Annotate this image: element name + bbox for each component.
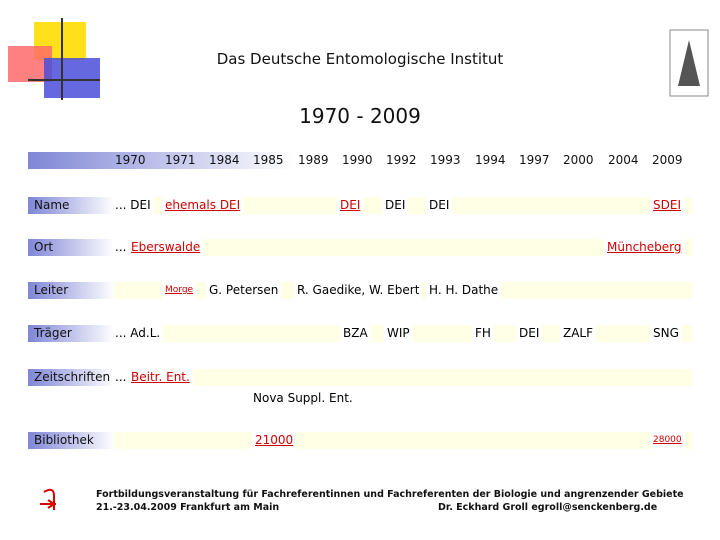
nav-icon[interactable] [40,488,56,510]
link[interactable]: 21000 [252,432,297,449]
cell-text: R. Gaedike, W. Ebert [294,282,423,299]
logo-blue [44,58,100,98]
year: 1970 [115,153,146,167]
title: Das Deutsche Entomologische Institut [216,50,504,68]
footer-line: 21.-23.04.2009 Frankfurt am Main [96,502,280,513]
cell-text: WIP [384,325,413,342]
year: 1993 [430,153,461,167]
footer-author: Dr. Eckhard Groll egroll@senckenberg.de [438,502,658,513]
year: 1992 [386,153,417,167]
row-label: Ort [34,240,54,254]
year: 1994 [475,153,506,167]
year: 1989 [298,153,329,167]
cell-text: ... [112,369,130,386]
link[interactable]: DEI [337,197,364,214]
year: 2000 [563,153,594,167]
cell-text: ... DEI [112,197,154,214]
link[interactable]: Müncheberg [604,239,685,256]
row-bar [28,369,692,386]
row-label: Träger [34,326,72,340]
year-bar [28,152,692,169]
emblem-shape [678,40,700,86]
cell-text: DEI [426,197,453,214]
year: 1985 [253,153,284,167]
link[interactable]: 28000 [650,432,685,449]
year: 1990 [342,153,373,167]
row-label: Leiter [34,283,69,297]
nova: Nova Suppl. Ent. [250,390,356,407]
cell-text: H. H. Dathe [426,282,502,299]
cell-text: FH [472,325,494,342]
link[interactable]: ehemals DEI [162,197,244,214]
cell-text: SNG [650,325,682,342]
year: 1997 [519,153,550,167]
year: 2004 [608,153,639,167]
year: 2009 [652,153,683,167]
link[interactable]: SDEI [650,197,684,214]
footer-line: Fortbildungsveranstaltung für Fachrefere… [96,489,684,500]
link[interactable]: Eberswalde [128,239,204,256]
cell-text: G. Petersen [206,282,282,299]
cell-text: BZA [340,325,371,342]
row-label: Zeitschriften [34,370,111,384]
row-label: Bibliothek [34,433,94,447]
link[interactable]: Morge [162,282,197,299]
cell-text: ZALF [560,325,597,342]
link[interactable]: Beitr. Ent. [128,369,193,386]
subtitle: 1970 - 2009 [299,104,421,128]
cell-text: ... Ad.L. [112,325,164,342]
row-bar [28,432,692,449]
cell-text: DEI [516,325,543,342]
row-label: Name [34,198,70,212]
cell-text: DEI [382,197,409,214]
year: 1984 [209,153,240,167]
cell-text: ... [112,239,130,256]
year: 1971 [165,153,196,167]
